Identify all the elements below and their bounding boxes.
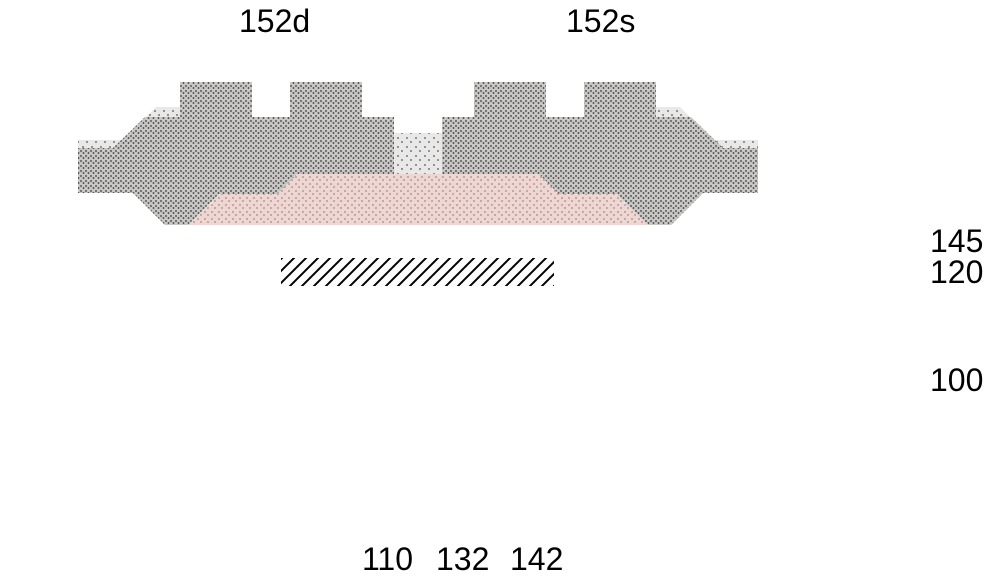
- leader-right_2: [898, 266, 922, 274]
- label-right_2: 120: [930, 254, 983, 290]
- label-right_3: 100: [930, 362, 983, 398]
- gate-electrode: [281, 258, 554, 286]
- layer-substrate: [50, 288, 898, 474]
- leader-right_3: [898, 374, 922, 382]
- label-top_right: 152s: [566, 3, 635, 39]
- layer-145: [50, 225, 898, 256]
- leader-right_1: [898, 235, 922, 243]
- label-bottom_1: 110: [362, 541, 413, 577]
- label-bottom_3: 142: [510, 541, 563, 577]
- label-bottom_2: 132: [436, 541, 489, 577]
- label-top_left: 152d: [239, 3, 310, 39]
